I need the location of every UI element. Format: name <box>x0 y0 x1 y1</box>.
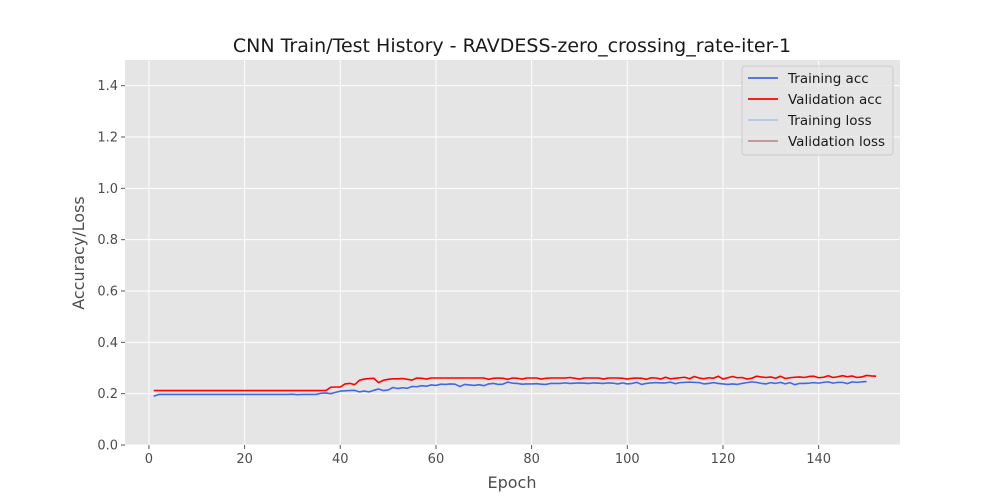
y-axis-label: Accuracy/Loss <box>69 196 88 310</box>
x-axis: 0 20 40 60 80 100 120 140 <box>145 445 831 467</box>
y-tick-label: 1.4 <box>97 79 118 94</box>
x-tick-label: 120 <box>711 452 736 467</box>
series-line-training-acc <box>153 380 867 397</box>
x-tick-label: 40 <box>332 452 349 467</box>
y-tick-label: 1.0 <box>97 182 118 197</box>
y-axis: 0.0 0.2 0.4 0.6 0.8 1.0 1.2 1.4 <box>97 79 125 454</box>
y-tick-label: 0.2 <box>97 387 118 402</box>
x-tick-label: 20 <box>236 452 253 467</box>
y-tick-label: 0.8 <box>97 233 118 248</box>
x-tick-label: 140 <box>806 452 831 467</box>
chart-title: CNN Train/Test History - RAVDESS-zero_cr… <box>233 35 791 57</box>
x-tick-label: 80 <box>523 452 540 467</box>
legend: Training acc Validation acc Training los… <box>741 65 894 156</box>
legend-box <box>741 65 894 156</box>
series-line-validation-acc <box>153 374 877 392</box>
y-tick-label: 0.6 <box>97 285 118 300</box>
y-tick-label: 0.0 <box>97 439 118 454</box>
x-tick-label: 60 <box>428 452 445 467</box>
y-tick-label: 0.4 <box>97 336 118 351</box>
x-tick-label: 100 <box>615 452 640 467</box>
legend-label-training-loss: Training loss <box>787 113 872 129</box>
x-tick-label: 0 <box>145 452 153 467</box>
legend-label-validation-acc: Validation acc <box>788 92 882 108</box>
series-layer <box>153 374 877 397</box>
legend-label-validation-loss: Validation loss <box>788 134 885 150</box>
y-tick-label: 1.2 <box>97 131 118 146</box>
x-axis-label: Epoch <box>488 473 537 492</box>
legend-label-training-acc: Training acc <box>787 71 869 87</box>
